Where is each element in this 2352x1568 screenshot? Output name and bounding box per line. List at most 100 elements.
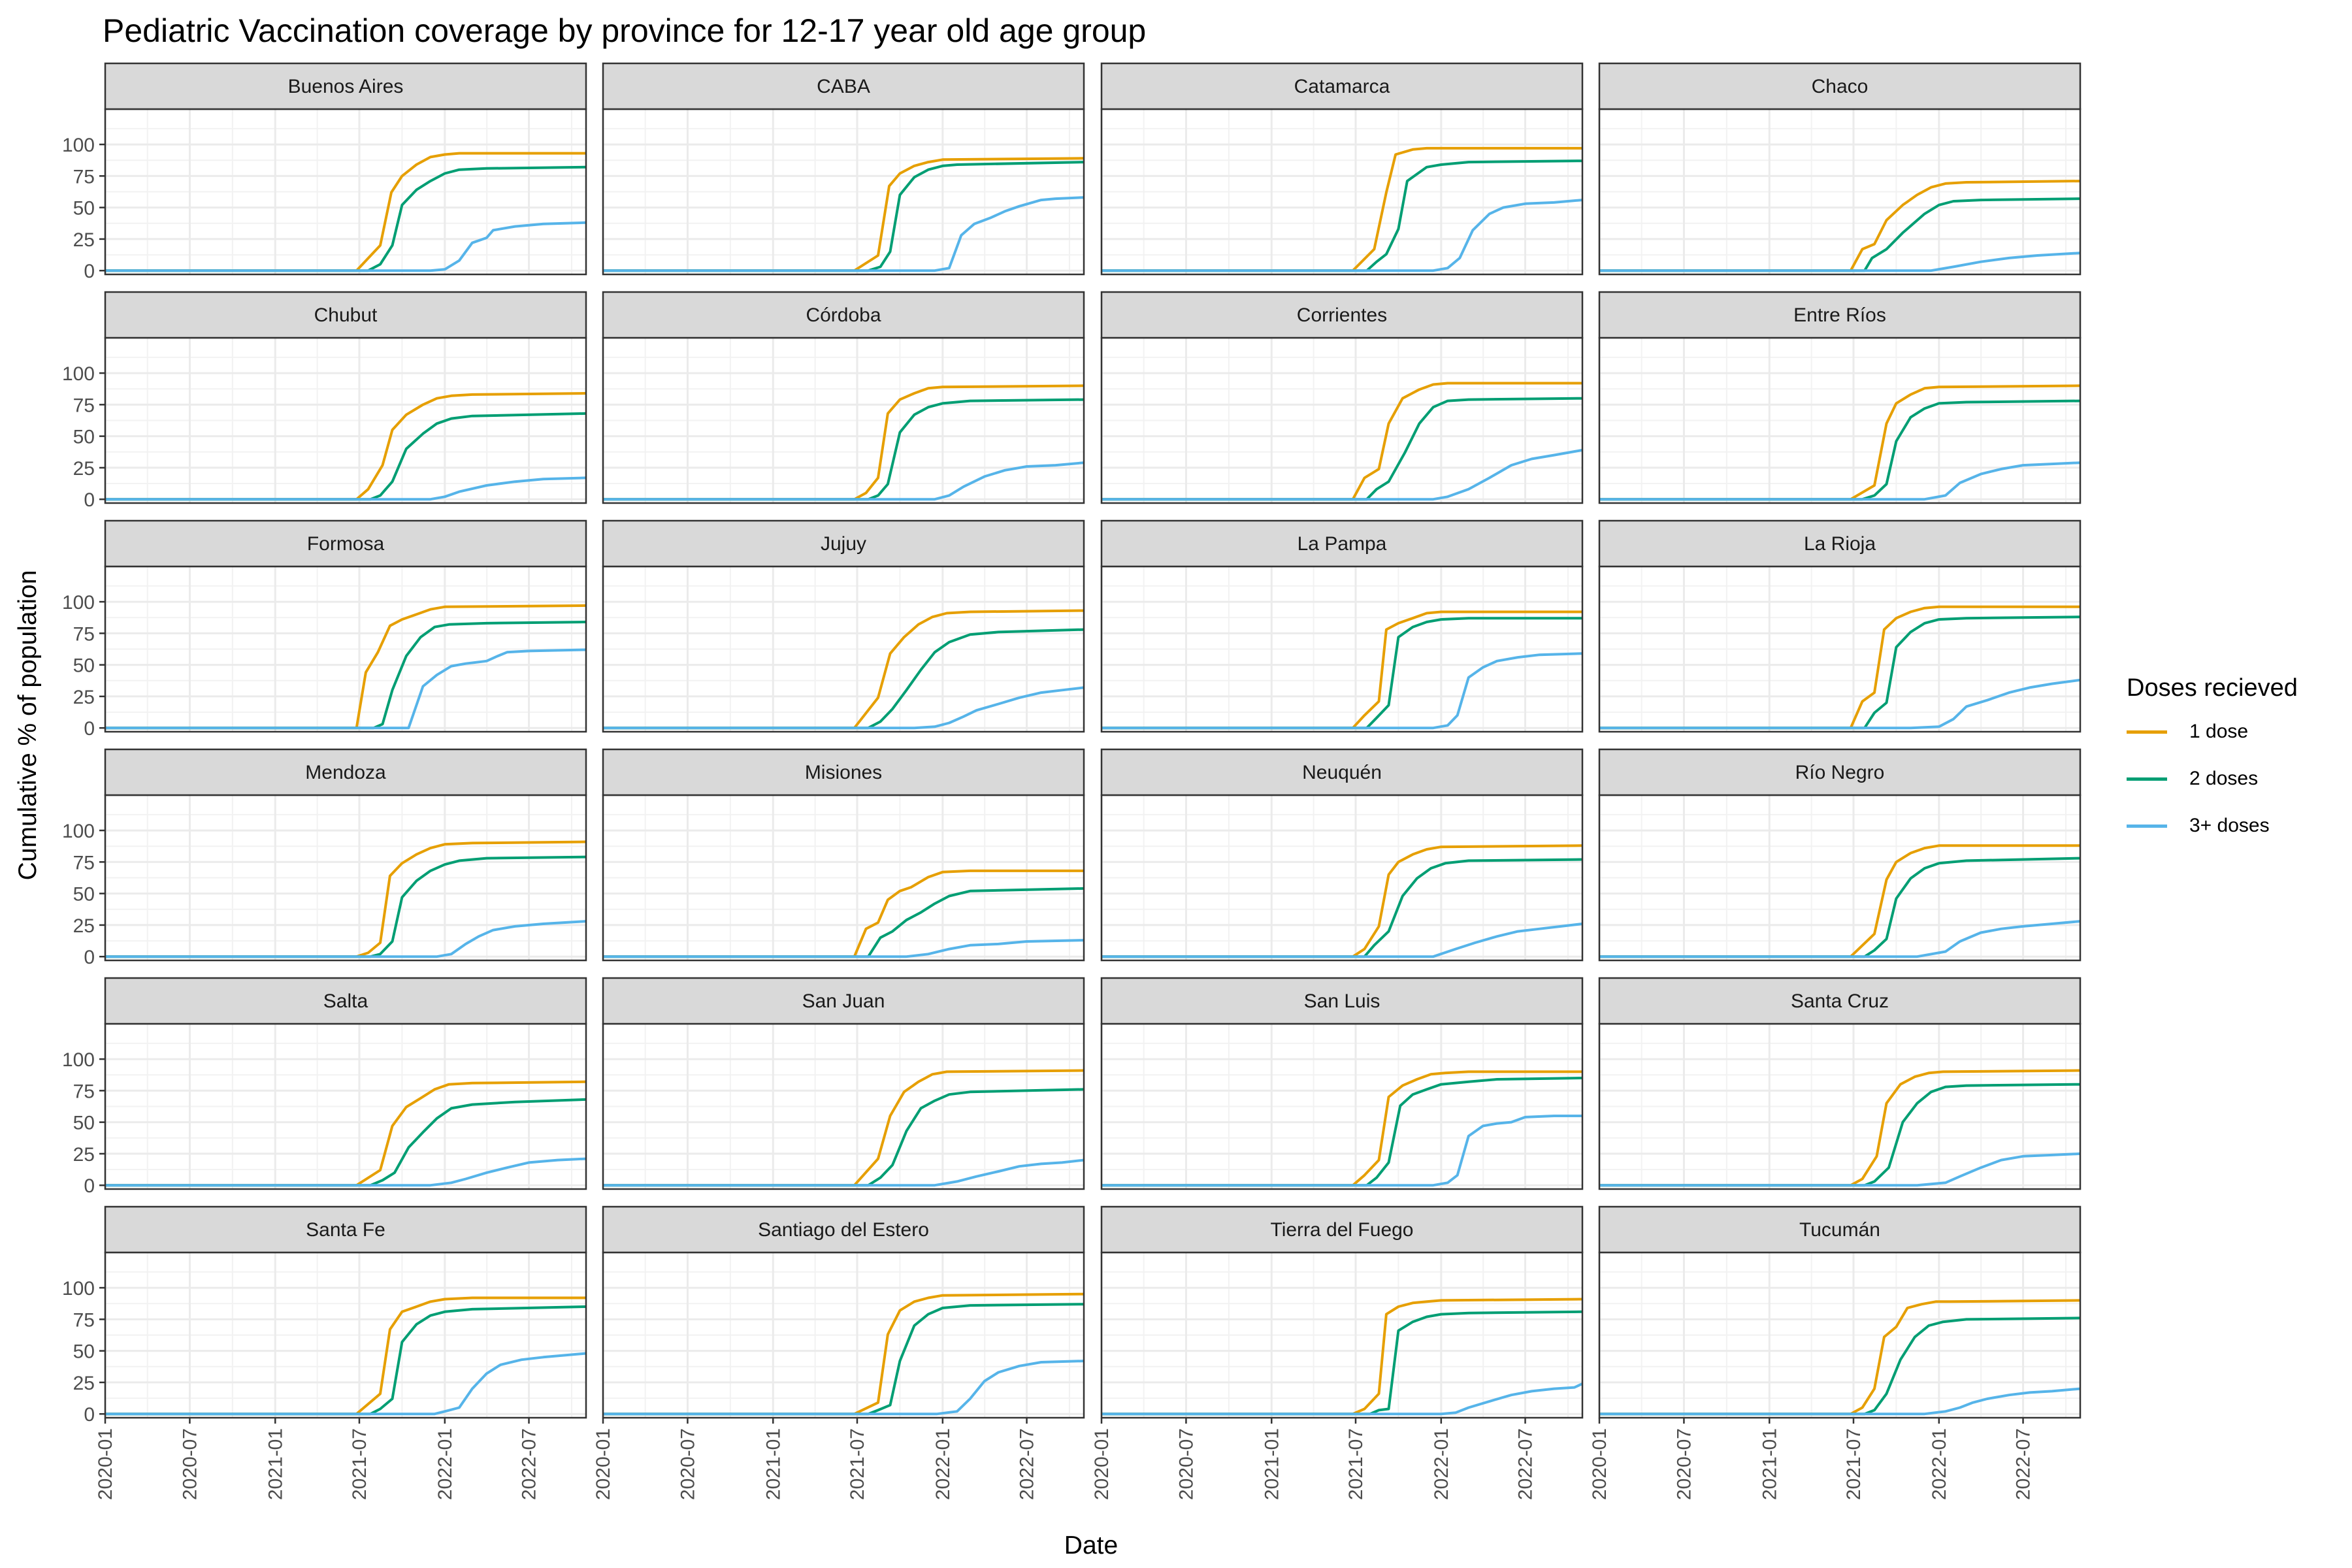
strip-label: Misiones <box>805 762 882 783</box>
strip-label: Mendoza <box>305 762 386 783</box>
panel-rio-negro: Río Negro <box>1598 748 2082 962</box>
series-line-2-doses <box>105 165 587 272</box>
y-tick-label: 100 <box>62 592 95 613</box>
strip-background <box>1598 519 2082 568</box>
series-line-1-dose <box>1102 382 1582 501</box>
strip-label: CABA <box>817 76 870 97</box>
series-line-1-dose <box>1102 610 1582 730</box>
strip-label: Neuquén <box>1302 762 1382 783</box>
y-tick-label: 100 <box>62 821 95 842</box>
y-tick-label: 75 <box>73 623 95 645</box>
series-line-2-doses <box>603 161 1085 272</box>
strip-label: Santiago del Estero <box>758 1219 929 1241</box>
x-tick-label: 2020-07 <box>1175 1428 1197 1500</box>
strip-background <box>1598 1205 2082 1254</box>
x-tick-label: 2021-01 <box>265 1428 286 1500</box>
x-tick-label: 2022-07 <box>1515 1428 1537 1500</box>
panel-san-juan: San Juan <box>602 977 1085 1190</box>
x-tick-label: 2020-07 <box>179 1428 201 1500</box>
panel-corrientes: Corrientes <box>1100 291 1584 504</box>
x-tick-label: 2021-07 <box>349 1428 370 1500</box>
x-tick-label: 2022-01 <box>1929 1428 1950 1500</box>
x-axis-title: Date <box>1064 1531 1118 1560</box>
strip-label: Salta <box>323 990 368 1012</box>
legend-item-2-doses: 2 doses <box>2127 755 2298 802</box>
y-tick-label: 25 <box>73 1373 95 1394</box>
strip-background <box>104 62 587 110</box>
strip-background <box>602 519 1085 568</box>
strip-label: Río Negro <box>1795 762 1885 783</box>
x-tick-label: 2022-01 <box>1431 1428 1452 1500</box>
series-line-3plus-doses <box>1599 1387 2081 1416</box>
legend-swatch-3plus-doses <box>2127 824 2167 828</box>
series-line-2-doses <box>1102 858 1583 958</box>
series-line-2-doses <box>1102 397 1583 501</box>
series-line-3plus-doses <box>1599 920 2081 958</box>
x-tick-label: 2021-01 <box>1261 1428 1282 1500</box>
strip-label: Entre Ríos <box>1793 304 1886 326</box>
series-line-3plus-doses <box>603 1158 1085 1187</box>
panel-santa-fe: Santa Fe 0 25 50 75 100 2020-01 2020-07 2021-01 2… <box>62 1205 587 1500</box>
series-line-2-doses <box>1599 197 2081 272</box>
x-tick-label: 2020-01 <box>593 1428 614 1500</box>
panel-salta: Salta 0 25 50 75 100 <box>62 977 587 1197</box>
panel-la-pampa: La Pampa <box>1100 519 1584 733</box>
strip-background <box>1100 748 1584 796</box>
series-line-1-dose <box>1102 844 1583 958</box>
series-line-1-dose <box>1599 605 2080 730</box>
series-line-1-dose <box>603 1292 1085 1416</box>
series-line-2-doses <box>1599 615 2081 730</box>
y-tick-label: 75 <box>73 1309 95 1331</box>
y-tick-label: 75 <box>73 1081 95 1102</box>
strip-background <box>602 1205 1085 1254</box>
strip-background <box>1100 519 1584 568</box>
series-line-1-dose <box>603 384 1085 501</box>
strip-background <box>1598 291 2082 339</box>
y-tick-label: 100 <box>62 135 95 156</box>
series-line-3plus-doses <box>1599 252 2081 272</box>
series-line-3plus-doses <box>1102 1382 1583 1416</box>
strip-label: Santa Fe <box>306 1219 385 1241</box>
y-tick-label: 0 <box>84 1175 95 1197</box>
strip-label: Santa Cruz <box>1791 990 1889 1012</box>
series-line-3plus-doses <box>105 221 587 272</box>
x-tick-label: 2020-01 <box>1091 1428 1113 1500</box>
series-line-2-doses <box>105 1305 587 1416</box>
y-tick-label: 0 <box>84 947 95 968</box>
strip-background <box>1598 62 2082 110</box>
series-line-3plus-doses <box>1599 461 2081 501</box>
x-tick-label: 2021-01 <box>762 1428 784 1500</box>
panel-entre-rios: Entre Ríos <box>1598 291 2082 504</box>
y-tick-label: 0 <box>84 261 95 282</box>
y-tick-label: 75 <box>73 395 95 416</box>
strip-label: La Pampa <box>1298 533 1387 555</box>
y-tick-label: 50 <box>73 1341 95 1363</box>
series-line-1-dose <box>1599 384 2081 501</box>
y-tick-label: 50 <box>73 1113 95 1134</box>
series-line-1-dose <box>105 392 587 501</box>
legend: Doses recieved 1 dose 2 doses 3+ doses <box>2127 668 2298 849</box>
y-tick-label: 50 <box>73 427 95 448</box>
strip-background <box>104 1205 587 1254</box>
series-line-1-dose <box>1599 844 2080 958</box>
panel-santa-cruz: Santa Cruz <box>1598 977 2082 1190</box>
series-line-2-doses <box>1599 1083 2081 1187</box>
series-line-1-dose <box>1599 180 2081 272</box>
x-tick-label: 2021-07 <box>1843 1428 1865 1500</box>
strip-background <box>1598 977 2082 1025</box>
series-line-2-doses <box>1102 617 1582 730</box>
panel-chaco: Chaco <box>1598 62 2082 276</box>
series-line-3plus-doses <box>1102 923 1583 958</box>
series-line-2-doses <box>105 412 587 501</box>
x-tick-label: 2021-07 <box>1345 1428 1367 1500</box>
y-tick-label: 50 <box>73 655 95 677</box>
series-line-3plus-doses <box>105 920 587 958</box>
y-tick-label: 0 <box>84 718 95 740</box>
strip-background <box>602 62 1085 110</box>
strip-label: Buenos Aires <box>288 76 404 97</box>
strip-background <box>104 291 587 339</box>
strip-label: Jujuy <box>821 533 866 555</box>
x-tick-label: 2022-01 <box>434 1428 456 1500</box>
series-line-3plus-doses <box>603 1360 1085 1416</box>
strip-label: Tierra del Fuego <box>1271 1219 1414 1241</box>
